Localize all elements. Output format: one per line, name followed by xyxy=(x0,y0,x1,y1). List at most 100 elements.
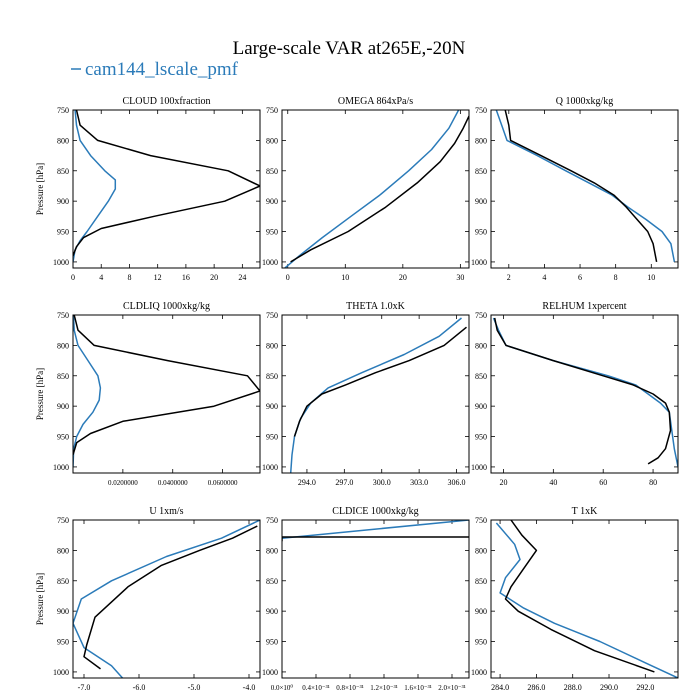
plot-frame xyxy=(72,519,261,679)
series-line-2 xyxy=(83,525,258,670)
y-axis-label: Pressure [hPa] xyxy=(35,573,45,625)
y-tick-label: 750 xyxy=(475,516,487,525)
x-tick-label: 0 xyxy=(286,273,290,282)
x-tick-label: 20 xyxy=(499,478,507,487)
figure-title: Large-scale VAR at265E,-20N xyxy=(233,38,466,59)
plot-frame xyxy=(281,109,470,269)
y-tick-label: 1000 xyxy=(262,258,278,267)
panel-title: OMEGA 864xPa/s xyxy=(338,96,413,107)
legend-label: cam144_lscale_pmf xyxy=(85,59,239,80)
y-tick-label: 950 xyxy=(266,228,278,237)
x-tick-label: 294.0 xyxy=(298,478,316,487)
x-tick-label: 303.0 xyxy=(410,478,428,487)
series-line-2 xyxy=(73,110,260,257)
series-line-1 xyxy=(73,520,260,678)
y-tick-label: 800 xyxy=(57,546,69,555)
panel-6: RELHUM 1xpercent 750 800 850 900 950 1000 20 40 6… xyxy=(471,301,679,487)
x-tick-label: 0.0×10⁰ xyxy=(271,684,294,692)
y-tick-label: 850 xyxy=(475,372,487,381)
y-tick-label: 950 xyxy=(475,433,487,442)
plot-frame xyxy=(490,109,679,269)
y-tick-label: 900 xyxy=(475,402,487,411)
x-tick-label: 6 xyxy=(578,273,582,282)
x-tick-label: -6.0 xyxy=(133,683,146,692)
plot-frame xyxy=(72,109,261,269)
y-tick-label: 950 xyxy=(57,638,69,647)
x-tick-label: 0 xyxy=(71,273,75,282)
series-line-2 xyxy=(504,520,655,673)
y-tick-label: 1000 xyxy=(471,258,487,267)
y-tick-label: 950 xyxy=(475,638,487,647)
series-line-2 xyxy=(493,317,672,465)
x-tick-label: 16 xyxy=(182,273,190,282)
x-tick-label: 12 xyxy=(154,273,162,282)
panel-8: CLDICE 1000xkg/kg 750 800 850 900 950 1000 0.0×… xyxy=(262,506,470,692)
y-tick-label: 850 xyxy=(266,167,278,176)
x-tick-label: 40 xyxy=(549,478,557,487)
y-tick-label: 750 xyxy=(475,311,487,320)
y-tick-label: 900 xyxy=(266,402,278,411)
panel-title: U 1xm/s xyxy=(149,506,183,517)
panel-3: Q 1000xkg/kg 750 800 850 900 950 1000 2 4 6 8 10 xyxy=(471,96,679,282)
plot-frame xyxy=(72,314,261,474)
y-tick-label: 900 xyxy=(266,197,278,206)
y-tick-label: 750 xyxy=(57,516,69,525)
panel-4: CLDLIQ 1000xkg/kg 750 800 850 900 950 1000 0.02… xyxy=(35,301,261,487)
plot-frame xyxy=(281,314,470,474)
x-tick-label: -5.0 xyxy=(188,683,201,692)
x-tick-label: 306.0 xyxy=(448,478,466,487)
series-line-2 xyxy=(282,536,469,542)
x-tick-label: 0.8×10⁻³¹ xyxy=(336,684,364,692)
panel-title: CLDLIQ 1000xkg/kg xyxy=(123,301,210,312)
plot-frame xyxy=(490,314,679,474)
panel-9: T 1xK 750 800 850 900 950 1000 284.0 286.0 288.0 2… xyxy=(471,506,679,692)
x-tick-label: 300.0 xyxy=(373,478,391,487)
series-line-2 xyxy=(504,110,658,263)
y-tick-label: 800 xyxy=(266,546,278,555)
series-line-1 xyxy=(282,520,469,539)
panel-title: THETA 1.0xK xyxy=(346,301,405,312)
x-tick-label: 4 xyxy=(99,273,103,282)
y-tick-label: 950 xyxy=(57,433,69,442)
x-tick-label: 30 xyxy=(456,273,464,282)
y-tick-label: 850 xyxy=(57,577,69,586)
y-tick-label: 900 xyxy=(266,607,278,616)
x-tick-label: -7.0 xyxy=(78,683,91,692)
y-tick-label: 750 xyxy=(266,311,278,320)
series-line-1 xyxy=(289,317,462,473)
y-tick-label: 950 xyxy=(266,433,278,442)
y-tick-label: 1000 xyxy=(471,668,487,677)
panel-5: THETA 1.0xK 750 800 850 900 950 1000 294.0 297.0… xyxy=(262,301,470,487)
y-tick-label: 1000 xyxy=(262,668,278,677)
x-tick-label: 286.0 xyxy=(527,683,545,692)
series-line-1 xyxy=(495,110,676,263)
panel-7: U 1xm/s 750 800 850 900 950 1000 -7.0 -6.0 -5.0 -4… xyxy=(35,506,261,692)
x-tick-label: 0.4×10⁻³¹ xyxy=(302,684,330,692)
panel-title: T 1xK xyxy=(572,506,598,517)
series-line-1 xyxy=(73,315,102,467)
y-tick-label: 750 xyxy=(266,106,278,115)
x-tick-label: 8 xyxy=(127,273,131,282)
series-line-2 xyxy=(290,115,469,263)
panel-title: CLDICE 1000xkg/kg xyxy=(332,506,418,517)
y-tick-label: 800 xyxy=(266,136,278,145)
series-line-1 xyxy=(73,110,117,263)
y-tick-label: 850 xyxy=(475,167,487,176)
y-tick-label: 850 xyxy=(57,167,69,176)
panel-2: OMEGA 864xPa/s 750 800 850 900 950 1000 0 10 20 30 xyxy=(262,96,470,282)
x-tick-label: 288.0 xyxy=(564,683,582,692)
x-tick-label: 20 xyxy=(399,273,407,282)
plot-frame xyxy=(281,519,470,679)
x-tick-label: 292.0 xyxy=(636,683,654,692)
y-tick-label: 750 xyxy=(475,106,487,115)
x-tick-label: 60 xyxy=(599,478,607,487)
x-tick-label: 290.0 xyxy=(600,683,618,692)
y-tick-label: 1000 xyxy=(53,668,69,677)
x-tick-label: 10 xyxy=(341,273,349,282)
y-tick-label: 750 xyxy=(57,106,69,115)
y-tick-label: 850 xyxy=(266,372,278,381)
y-tick-label: 750 xyxy=(57,311,69,320)
y-axis-label: Pressure [hPa] xyxy=(35,163,45,215)
